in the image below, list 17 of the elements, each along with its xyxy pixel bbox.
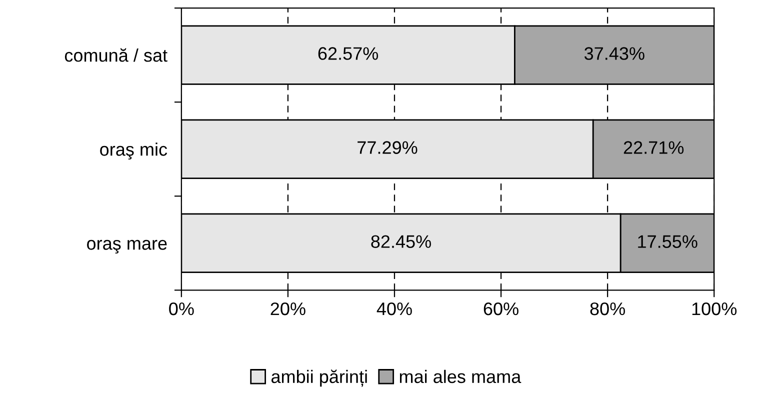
x-tick-label: 20% bbox=[270, 302, 306, 316]
data-label: 37.43% bbox=[584, 47, 644, 60]
y-tick-label: oraş mic bbox=[100, 142, 168, 160]
data-label: 22.71% bbox=[624, 141, 684, 154]
y-tick-label: oraş mare bbox=[87, 240, 167, 254]
x-tick-label: 40% bbox=[376, 302, 412, 316]
legend-label: mai ales mama bbox=[400, 370, 522, 384]
data-label: 82.45% bbox=[371, 235, 431, 248]
x-tick-label: 60% bbox=[484, 302, 518, 316]
y-tick-label: comună / sat bbox=[64, 48, 168, 62]
data-label: 62.57% bbox=[318, 47, 378, 60]
x-tick-label: 80% bbox=[590, 302, 625, 316]
data-label: 77.29% bbox=[358, 141, 418, 154]
legend-label: ambii părinți bbox=[271, 370, 367, 387]
x-tick-label: 0% bbox=[169, 302, 194, 316]
data-label: 17.55% bbox=[638, 235, 698, 248]
x-tick-label: 100% bbox=[692, 302, 737, 316]
